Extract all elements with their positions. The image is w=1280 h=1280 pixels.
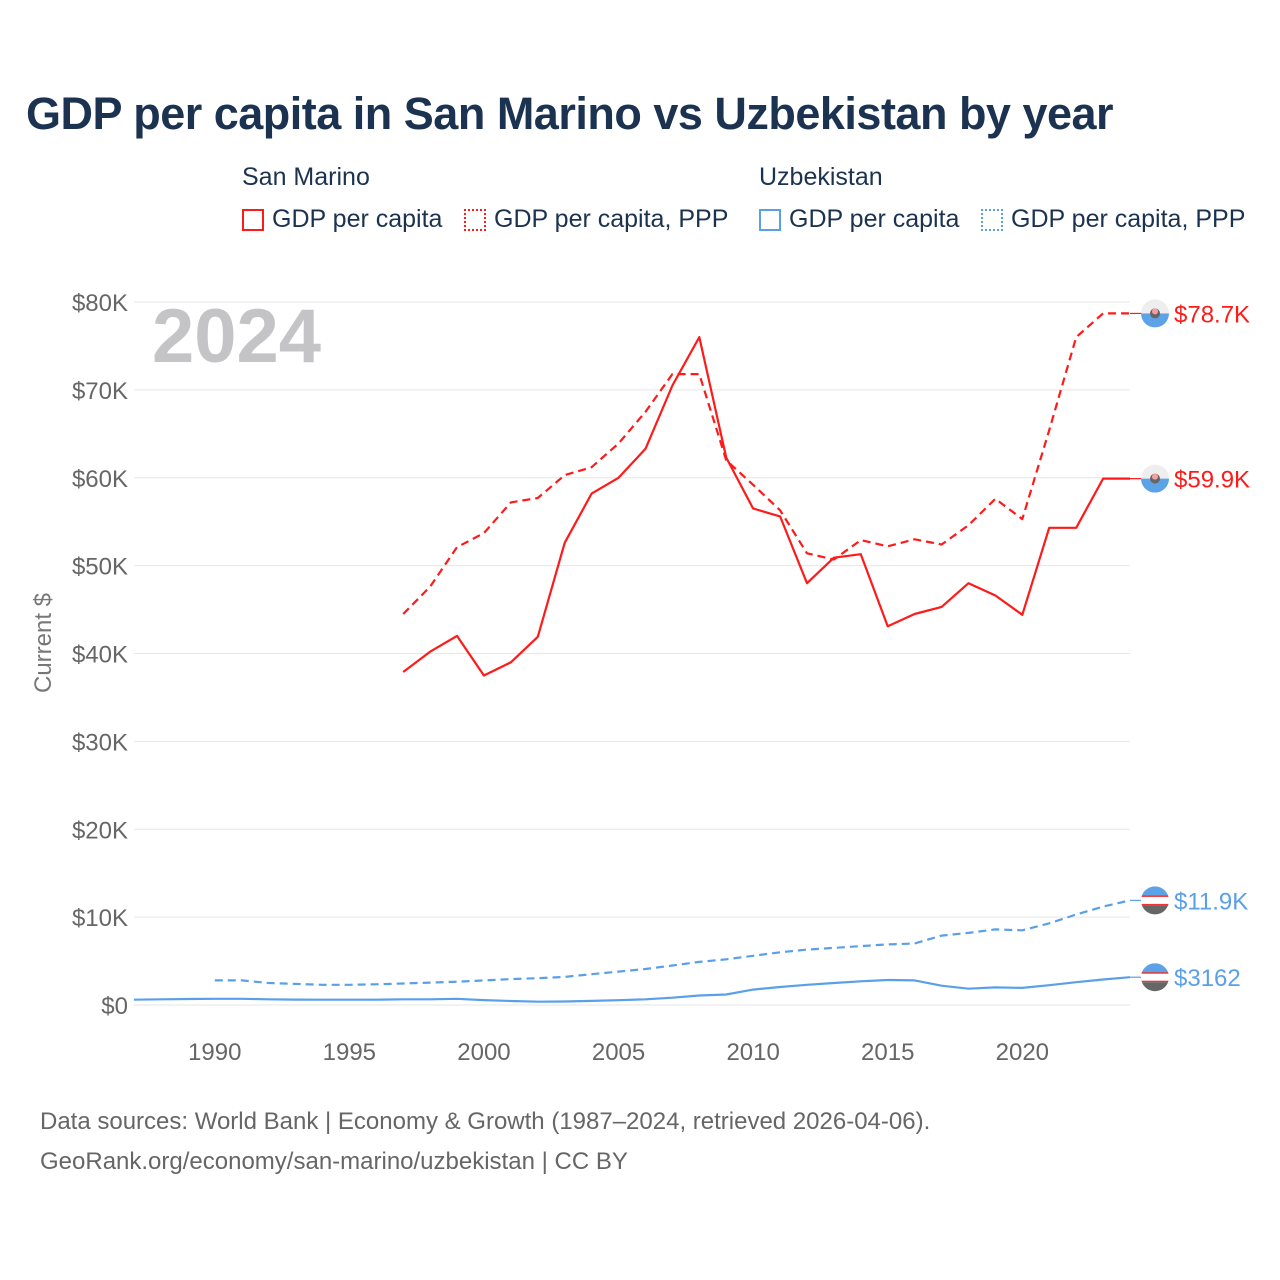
end-value-label: $78.7K (1174, 301, 1250, 328)
flag-red-stripe (1141, 903, 1169, 906)
flag-white (1141, 464, 1169, 479)
flag-white (1141, 973, 1169, 982)
legend-item-sm-gdp[interactable]: GDP per capita (242, 205, 442, 234)
y-tick-label: $50K (72, 554, 128, 581)
source-line-1: Data sources: World Bank | Economy & Gro… (40, 1108, 931, 1135)
y-tick-label: $70K (72, 378, 128, 405)
legend-item-uz-ppp[interactable]: GDP per capita, PPP (981, 205, 1245, 234)
x-tick-label: 2010 (726, 1039, 779, 1066)
dotted-swatch-icon (464, 208, 486, 231)
y-tick-label: $10K (72, 905, 128, 932)
chart-title: GDP per capita in San Marino vs Uzbekist… (26, 88, 1114, 139)
flag-crown (1152, 308, 1158, 315)
flag-body (1141, 963, 1169, 992)
flag-blue (1141, 313, 1169, 328)
flag-body (1141, 299, 1169, 328)
legend-label: GDP per capita, PPP (1011, 205, 1246, 233)
legend-group-san-marino: San Marino (242, 163, 370, 191)
y-tick-label: $30K (72, 729, 128, 756)
uzbekistan-flag-icon (1141, 886, 1169, 915)
end-value-label: $59.9K (1174, 467, 1250, 494)
flag-white (1141, 299, 1169, 314)
series-line (214, 899, 1131, 986)
x-tick-label: 2015 (861, 1039, 914, 1066)
series-line (133, 976, 1131, 1003)
y-axis-label: Current $ (30, 593, 57, 693)
source-line-2: GeoRank.org/economy/san-marino/uzbekista… (40, 1148, 628, 1175)
legend-label: GDP per capita, PPP (494, 205, 729, 233)
x-tick-label: 2000 (457, 1039, 510, 1066)
legend-item-uz-gdp[interactable]: GDP per capita (759, 205, 959, 234)
flag-body (1141, 464, 1169, 493)
flag-dark (1141, 982, 1169, 992)
flag-blue (1141, 963, 1169, 974)
uzbekistan-flag-icon (1141, 963, 1169, 992)
x-tick-label: 2020 (996, 1039, 1049, 1066)
y-tick-label: $40K (72, 642, 128, 669)
x-tick-label: 1990 (188, 1039, 241, 1066)
flag-white (1141, 896, 1169, 905)
flag-red-stripe (1141, 972, 1169, 974)
legend-label: GDP per capita (272, 205, 443, 233)
flag-dark (1141, 905, 1169, 915)
san-marino-flag-icon (1141, 464, 1169, 493)
solid-swatch-icon (759, 208, 781, 231)
year-watermark: 2024 (152, 294, 321, 379)
legend-group-uzbekistan: Uzbekistan (759, 163, 883, 191)
san-marino-flag-icon (1141, 299, 1169, 328)
end-value-label: $3162 (1174, 965, 1241, 992)
solid-swatch-icon (242, 208, 264, 231)
flag-red-stripe (1141, 980, 1169, 983)
x-tick-label: 2005 (592, 1039, 645, 1066)
flag-blue (1141, 886, 1169, 897)
flag-blue (1141, 478, 1169, 493)
dotted-swatch-icon (981, 208, 1003, 231)
y-tick-label: $80K (72, 290, 128, 317)
x-tick-label: 1995 (323, 1039, 376, 1066)
legend-label: GDP per capita (789, 205, 960, 233)
y-tick-label: $60K (72, 466, 128, 493)
y-tick-label: $0 (101, 993, 128, 1020)
flag-body (1141, 886, 1169, 915)
y-tick-label: $20K (72, 817, 128, 844)
legend-item-sm-ppp[interactable]: GDP per capita, PPP (464, 205, 728, 234)
flag-crown (1152, 473, 1158, 480)
end-value-label: $11.9K (1174, 888, 1248, 915)
series-line (402, 312, 1130, 615)
series-line (402, 336, 1130, 677)
flag-red-stripe (1141, 895, 1169, 897)
